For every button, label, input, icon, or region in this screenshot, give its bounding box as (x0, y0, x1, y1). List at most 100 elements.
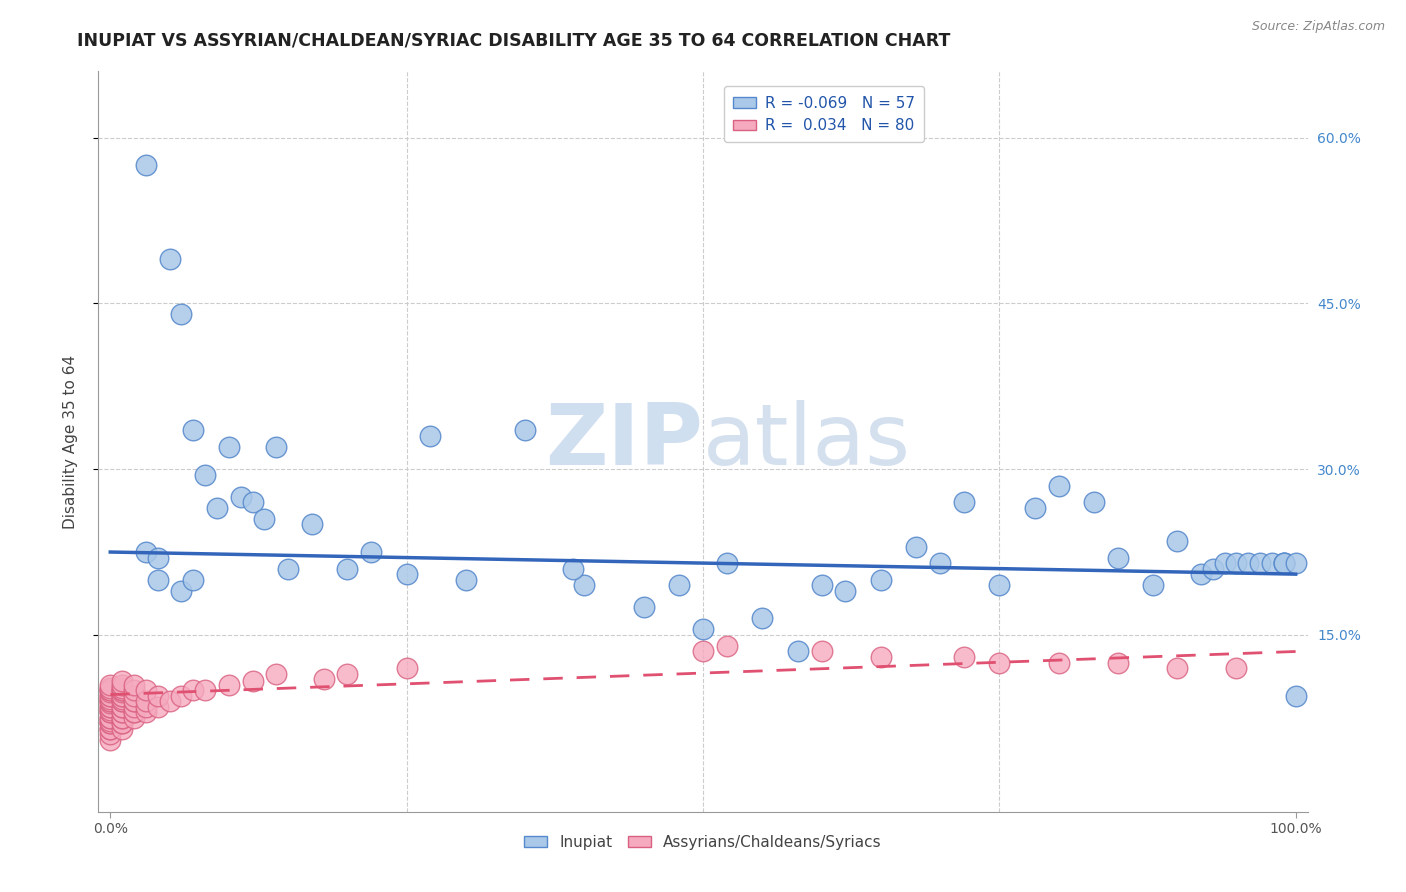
Point (181, 573, 204, 587)
Y-axis label: Disability Age 35 to 64: Disability Age 35 to 64 (63, 354, 77, 529)
Point (135, 699, 157, 714)
Point (952, 650, 974, 665)
Text: ZIP: ZIP (546, 400, 703, 483)
Point (159, 694, 181, 708)
Point (98, 722, 121, 736)
Point (1189, 567, 1212, 582)
Point (692, 644, 714, 658)
Point (159, 252, 181, 267)
Point (111, 689, 134, 703)
Point (98, 716, 121, 731)
Point (905, 540, 928, 554)
Point (98, 683, 121, 698)
Point (301, 517, 323, 532)
Point (122, 711, 145, 725)
Point (146, 550, 169, 565)
Point (1272, 556, 1295, 570)
Point (135, 545, 157, 559)
Point (336, 666, 359, 681)
Point (98, 678, 121, 692)
Point (122, 694, 145, 708)
Point (336, 561, 359, 575)
Point (1202, 561, 1225, 575)
Point (360, 545, 382, 559)
Point (988, 656, 1011, 670)
Point (146, 573, 169, 587)
Point (98, 699, 121, 714)
Point (111, 694, 134, 708)
Point (786, 644, 808, 658)
Point (122, 706, 145, 720)
Point (98, 714, 121, 728)
Point (98, 697, 121, 711)
Point (98, 706, 121, 720)
Point (1024, 500, 1046, 515)
Point (98, 694, 121, 708)
Point (205, 500, 228, 515)
Point (111, 711, 134, 725)
Point (218, 440, 240, 454)
Point (229, 490, 252, 504)
Point (264, 440, 287, 454)
Point (929, 556, 952, 570)
Point (98, 722, 121, 736)
Legend: Inupiat, Assyrians/Chaldeans/Syriacs: Inupiat, Assyrians/Chaldeans/Syriacs (519, 829, 887, 856)
Text: INUPIAT VS ASSYRIAN/CHALDEAN/SYRIAC DISABILITY AGE 35 TO 64 CORRELATION CHART: INUPIAT VS ASSYRIAN/CHALDEAN/SYRIAC DISA… (77, 31, 950, 49)
Point (988, 578, 1011, 592)
Point (170, 689, 193, 703)
Point (98, 689, 121, 703)
Point (1107, 550, 1129, 565)
Point (692, 623, 714, 637)
Point (98, 706, 121, 720)
Point (98, 716, 121, 731)
Point (98, 685, 121, 699)
Point (98, 699, 121, 714)
Point (1047, 479, 1070, 493)
Text: atlas: atlas (703, 400, 911, 483)
Point (111, 685, 134, 699)
Point (122, 699, 145, 714)
Point (111, 699, 134, 714)
Point (574, 578, 596, 592)
Point (98, 711, 121, 725)
Point (98, 727, 121, 741)
Point (515, 424, 537, 438)
Point (111, 683, 134, 698)
Point (751, 611, 773, 625)
Point (395, 567, 418, 582)
Point (1083, 495, 1105, 509)
Point (135, 694, 157, 708)
Point (122, 706, 145, 720)
Point (111, 674, 134, 689)
Point (122, 689, 145, 703)
Point (952, 495, 974, 509)
Point (264, 666, 287, 681)
Point (1047, 656, 1070, 670)
Point (1166, 533, 1188, 548)
Point (312, 672, 335, 686)
Point (98, 732, 121, 747)
Point (135, 706, 157, 720)
Point (834, 583, 856, 598)
Point (98, 703, 121, 717)
Point (111, 692, 134, 706)
Point (181, 424, 204, 438)
Point (111, 706, 134, 720)
Point (111, 706, 134, 720)
Point (395, 661, 418, 675)
Point (1285, 689, 1308, 703)
Point (1225, 556, 1247, 570)
Point (146, 689, 169, 703)
Point (170, 308, 193, 322)
Point (668, 578, 690, 592)
Point (111, 722, 134, 736)
Point (561, 561, 583, 575)
Point (146, 699, 169, 714)
Point (111, 678, 134, 692)
Point (170, 583, 193, 598)
Point (253, 512, 276, 526)
Point (1166, 661, 1188, 675)
Point (1261, 556, 1284, 570)
Point (98, 689, 121, 703)
Point (181, 683, 204, 698)
